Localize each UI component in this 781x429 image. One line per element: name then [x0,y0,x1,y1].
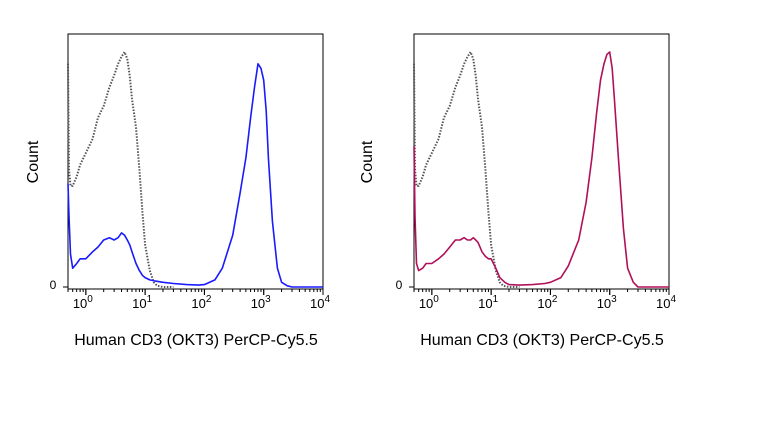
x-tick-label-exponent: 2 [552,294,558,305]
y-tick-label: 0 [50,278,57,292]
x-tick-label-base: 10 [419,296,433,311]
y-tick-label: 0 [396,278,403,292]
x-tick-label-exponent: 4 [670,294,676,305]
x-tick-label-base: 10 [478,296,492,311]
x-tick-label: 100 [419,294,439,311]
x-tick-label-exponent: 1 [147,294,153,305]
x-tick-label-exponent: 4 [324,294,330,305]
x-tick-label: 100 [73,294,93,311]
stained-histogram-line [413,51,669,288]
x-tick-label: 104 [310,294,330,311]
x-tick-label-base: 10 [251,296,265,311]
x-tick-label: 103 [251,294,271,311]
x-tick-label-base: 10 [73,296,87,311]
x-tick-label: 102 [191,294,211,311]
control-histogram-line [413,51,520,288]
x-tick-label-base: 10 [310,296,324,311]
x-tick-label-base: 10 [537,296,551,311]
x-tick-label-base: 10 [656,296,670,311]
plot-frame [413,33,670,290]
x-tick-label-exponent: 3 [265,294,271,305]
x-tick-label-exponent: 0 [87,294,93,305]
x-tick-label-exponent: 0 [433,294,439,305]
x-tick-label-exponent: 2 [206,294,212,305]
y-axis-label: Count [359,140,376,183]
plot-frame [67,33,324,290]
x-tick-label: 102 [537,294,557,311]
x-axis-label: Human CD3 (OKT3) PerCP-Cy5.5 [420,332,664,349]
x-tick-label: 101 [132,294,152,311]
y-axis-label: Count [25,140,42,183]
x-tick-label-exponent: 3 [611,294,617,305]
x-tick-label-exponent: 1 [493,294,499,305]
x-tick-label: 104 [656,294,676,311]
x-axis-label: Human CD3 (OKT3) PerCP-Cy5.5 [74,332,318,349]
x-tick-label-base: 10 [132,296,146,311]
control-histogram-line [67,51,174,288]
x-tick-label-base: 10 [191,296,205,311]
stained-histogram-line [67,62,323,288]
x-tick-label: 101 [478,294,498,311]
x-tick-label-base: 10 [597,296,611,311]
x-tick-label: 103 [597,294,617,311]
